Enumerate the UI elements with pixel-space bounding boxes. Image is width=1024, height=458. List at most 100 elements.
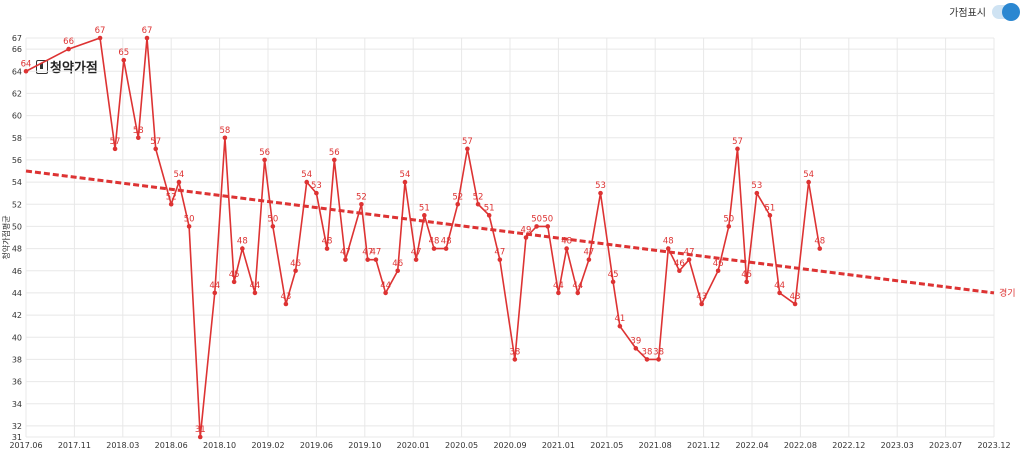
data-point bbox=[754, 190, 760, 196]
data-label: 47 bbox=[371, 248, 382, 258]
data-point bbox=[534, 224, 539, 229]
data-label: 52 bbox=[473, 192, 484, 202]
data-point bbox=[383, 290, 388, 296]
data-point bbox=[324, 246, 330, 251]
data-point bbox=[465, 146, 470, 152]
x-tick-label: 2018.06 bbox=[155, 441, 188, 450]
data-point bbox=[422, 213, 427, 218]
data-point bbox=[744, 279, 749, 285]
data-point bbox=[413, 257, 419, 262]
x-tick-label: 2017.06 bbox=[9, 441, 42, 450]
data-label: 46 bbox=[290, 259, 301, 269]
data-label: 48 bbox=[429, 237, 440, 247]
data-point bbox=[715, 268, 721, 274]
data-point bbox=[633, 346, 639, 351]
data-label: 47 bbox=[340, 248, 351, 258]
data-point bbox=[735, 146, 740, 152]
y-axis-title: 청약가점평균 bbox=[1, 215, 11, 259]
data-point bbox=[121, 57, 127, 63]
y-tick-label: 58 bbox=[12, 134, 22, 143]
y-tick-label: 62 bbox=[12, 89, 22, 98]
data-label: 58 bbox=[133, 126, 144, 136]
data-point bbox=[512, 357, 518, 362]
data-label: 54 bbox=[174, 170, 185, 180]
data-point bbox=[523, 235, 529, 240]
data-point bbox=[314, 190, 319, 196]
data-point bbox=[665, 246, 671, 251]
series-line bbox=[25, 36, 821, 438]
data-point bbox=[598, 190, 603, 196]
data-point bbox=[304, 179, 310, 185]
data-label: 46 bbox=[713, 259, 724, 269]
data-label: 48 bbox=[237, 237, 248, 247]
data-label: 44 bbox=[553, 281, 564, 291]
data-point bbox=[176, 179, 182, 185]
x-tick-label: 2021.08 bbox=[639, 441, 672, 450]
y-tick-label: 56 bbox=[12, 156, 22, 165]
x-tick-label: 2023.12 bbox=[977, 441, 1010, 450]
data-label: 38 bbox=[642, 347, 653, 357]
data-label: 44 bbox=[209, 281, 220, 291]
data-label: 43 bbox=[280, 292, 291, 302]
data-label: 44 bbox=[774, 281, 785, 291]
data-label: 53 bbox=[595, 181, 606, 191]
data-point bbox=[486, 213, 492, 218]
x-tick-label: 2020.09 bbox=[493, 441, 526, 450]
data-point bbox=[431, 246, 437, 251]
y-tick-label: 48 bbox=[12, 245, 22, 254]
y-tick-label: 42 bbox=[12, 311, 22, 320]
data-label: 46 bbox=[392, 259, 403, 269]
data-point bbox=[343, 257, 348, 262]
data-label: 45 bbox=[741, 270, 752, 280]
y-tick-label: 44 bbox=[12, 289, 22, 298]
data-point bbox=[699, 301, 704, 307]
data-point bbox=[677, 268, 682, 274]
data-label: 31 bbox=[195, 425, 206, 435]
data-label: 66 bbox=[63, 37, 74, 47]
data-label: 39 bbox=[630, 336, 641, 346]
y-tick-label: 36 bbox=[12, 378, 22, 387]
data-point bbox=[283, 301, 289, 307]
data-label: 50 bbox=[531, 214, 542, 224]
data-label: 47 bbox=[411, 248, 422, 258]
x-tick-label: 2021.05 bbox=[590, 441, 623, 450]
data-label: 44 bbox=[250, 281, 261, 291]
x-tick-label: 2021.01 bbox=[542, 441, 575, 450]
data-point bbox=[575, 290, 581, 296]
y-tick-label: 50 bbox=[12, 222, 22, 231]
data-point bbox=[586, 257, 592, 262]
data-label: 52 bbox=[166, 192, 177, 202]
x-tick-label: 2023.07 bbox=[929, 441, 962, 450]
x-tick-label: 2022.08 bbox=[784, 441, 817, 450]
data-label: 56 bbox=[329, 148, 340, 158]
data-point bbox=[153, 146, 159, 152]
y-tick-label: 52 bbox=[12, 200, 22, 209]
x-tick-label: 2017.11 bbox=[58, 441, 91, 450]
data-label: 52 bbox=[452, 192, 463, 202]
data-label: 51 bbox=[484, 203, 495, 213]
data-label: 52 bbox=[356, 192, 367, 202]
data-label: 57 bbox=[732, 137, 743, 147]
x-tick-label: 2020.01 bbox=[397, 441, 430, 450]
toggle-switch[interactable] bbox=[992, 2, 1020, 21]
data-label: 64 bbox=[21, 59, 32, 69]
data-label: 47 bbox=[583, 248, 594, 258]
data-label: 57 bbox=[110, 137, 121, 147]
data-label: 44 bbox=[572, 281, 583, 291]
data-label: 38 bbox=[509, 347, 520, 357]
data-point bbox=[806, 179, 811, 185]
data-point bbox=[777, 290, 782, 296]
data-point bbox=[144, 35, 150, 41]
y-tick-label: 38 bbox=[12, 355, 22, 364]
data-label: 51 bbox=[419, 203, 430, 213]
data-point bbox=[135, 135, 141, 141]
data-label: 51 bbox=[764, 203, 775, 213]
data-point bbox=[656, 357, 661, 362]
data-label: 67 bbox=[95, 26, 106, 36]
marker-toggle[interactable]: 가점표시 bbox=[949, 2, 1020, 21]
data-label: 49 bbox=[521, 226, 532, 236]
y-tick-label: 31 bbox=[12, 433, 22, 442]
toggle-knob bbox=[1002, 2, 1020, 21]
data-point bbox=[66, 46, 71, 52]
